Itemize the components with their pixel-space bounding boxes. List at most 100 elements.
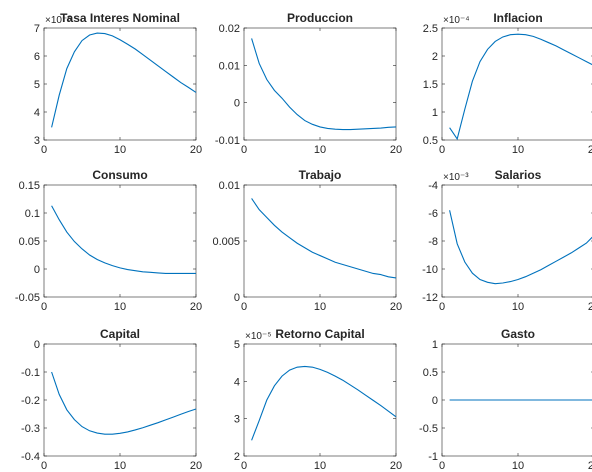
y-tick-label: 2 <box>234 451 240 463</box>
axis-exponent-label: ×10⁻⁵ <box>245 331 271 342</box>
axis-exponent-label: ×10⁻⁵ <box>45 15 71 26</box>
series-line <box>449 33 592 141</box>
y-tick-label: -0.01 <box>215 135 240 147</box>
axes-box <box>243 343 397 457</box>
y-tick-label: 0.5 <box>423 135 438 147</box>
panel-salarios: 0 10 20 -12 -10 -8 -6 -4 ×10⁻³ Salarios <box>422 168 592 313</box>
panel-capital: 0 10 20 -0.4 -0.3 -0.2 -0.1 0 Capital <box>21 327 202 472</box>
y-tick-label: 5 <box>34 79 40 91</box>
x-tick-label: 10 <box>114 301 126 313</box>
x-tick-label: 0 <box>439 301 445 313</box>
y-tick-label: 7 <box>34 23 40 35</box>
y-tick-label: 0 <box>34 339 40 351</box>
x-tick-label: 20 <box>390 301 402 313</box>
x-tick-label: 10 <box>114 460 126 472</box>
x-tick-label: 0 <box>241 144 247 156</box>
y-tick-label: -0.05 <box>15 292 40 304</box>
x-tick-label: 10 <box>512 144 524 156</box>
series-line <box>449 210 592 285</box>
y-tick-label: -0.4 <box>21 451 40 463</box>
panel-gasto: 0 10 20 -1 -0.5 0 0.5 1 Gasto <box>419 327 592 472</box>
x-tick-label: 10 <box>314 301 326 313</box>
x-tick-label: 10 <box>314 460 326 472</box>
series-line <box>251 365 397 441</box>
y-tick-label: 3 <box>34 135 40 147</box>
y-tick-label: 0.5 <box>423 367 438 379</box>
y-tick-label: 0.1 <box>25 208 40 220</box>
y-tick-label: -4 <box>428 180 438 192</box>
y-tick-label: 0.02 <box>219 23 240 35</box>
x-tick-label: 20 <box>190 460 202 472</box>
series-line <box>51 32 197 128</box>
y-tick-label: 4 <box>234 376 240 388</box>
y-tick-label: -6 <box>428 208 438 220</box>
y-tick-label: -10 <box>422 264 438 276</box>
series-line <box>51 371 197 435</box>
axes-box <box>441 27 592 141</box>
panel-title: Salarios <box>495 168 542 182</box>
panel-title: Capital <box>100 327 140 341</box>
series-line <box>251 38 397 131</box>
x-tick-label: 10 <box>314 144 326 156</box>
y-tick-label: 0 <box>34 264 40 276</box>
y-tick-label: 0.01 <box>219 60 240 72</box>
panel-title: Trabajo <box>299 168 342 182</box>
y-tick-label: 0.15 <box>19 180 40 192</box>
axes-box <box>243 27 397 141</box>
x-tick-label: 10 <box>114 144 126 156</box>
x-tick-label: 10 <box>512 460 524 472</box>
panel-title: Produccion <box>287 11 353 25</box>
y-tick-label: -1 <box>428 451 438 463</box>
axis-exponent-label: ×10⁻⁴ <box>443 15 470 26</box>
y-tick-label: 1.5 <box>423 79 438 91</box>
y-tick-label: -8 <box>428 236 438 248</box>
panel-title: Gasto <box>501 327 535 341</box>
x-tick-label: 20 <box>390 460 402 472</box>
panel-title: Tasa Interes Nominal <box>60 11 180 25</box>
series-line <box>51 205 196 275</box>
x-tick-label: 20 <box>190 301 202 313</box>
x-tick-label: 0 <box>439 460 445 472</box>
x-tick-label: 10 <box>512 301 524 313</box>
panel-title: Retorno Capital <box>275 327 364 341</box>
axes-box <box>43 27 197 141</box>
y-tick-label: 6 <box>34 51 40 63</box>
y-tick-label: 0 <box>234 292 240 304</box>
y-tick-label: 0.01 <box>219 180 240 192</box>
axes-box <box>243 184 397 298</box>
y-tick-label: 1 <box>432 339 438 351</box>
x-tick-label: 0 <box>41 460 47 472</box>
axes-box <box>43 184 197 298</box>
y-tick-label: -0.5 <box>419 423 438 435</box>
y-tick-label: -12 <box>422 292 438 304</box>
y-tick-label: -0.2 <box>21 395 40 407</box>
y-tick-label: 0 <box>432 395 438 407</box>
panel-title: Consumo <box>92 168 147 182</box>
x-tick-label: 20 <box>588 460 592 472</box>
axis-exponent-label: ×10⁻³ <box>443 172 469 183</box>
panel-retorno-capital: 0 10 20 2 3 4 5 ×10⁻⁵ Retorno Capital <box>234 327 402 472</box>
y-tick-label: 0.05 <box>19 236 40 248</box>
x-tick-label: 20 <box>588 301 592 313</box>
x-tick-label: 0 <box>439 144 445 156</box>
x-tick-label: 20 <box>190 144 202 156</box>
x-tick-label: 0 <box>41 144 47 156</box>
y-tick-label: 2 <box>432 51 438 63</box>
x-tick-label: 0 <box>241 301 247 313</box>
y-tick-label: -0.3 <box>21 423 40 435</box>
panel-inflacion: 0 10 20 0.5 1 1.5 2 2.5 ×10⁻⁴ Inflacion <box>423 11 592 156</box>
panel-trabajo: 0 10 20 0 0.005 0.01 Trabajo <box>212 168 402 313</box>
axes-box <box>441 184 592 298</box>
y-tick-label: 0.005 <box>212 236 240 248</box>
y-tick-label: -0.1 <box>21 367 40 379</box>
series-line <box>251 198 397 279</box>
x-tick-label: 0 <box>41 301 47 313</box>
y-tick-label: 4 <box>34 107 40 119</box>
x-tick-label: 0 <box>241 460 247 472</box>
x-tick-label: 20 <box>390 144 402 156</box>
y-tick-label: 0 <box>234 98 240 110</box>
axes-box <box>43 343 197 457</box>
